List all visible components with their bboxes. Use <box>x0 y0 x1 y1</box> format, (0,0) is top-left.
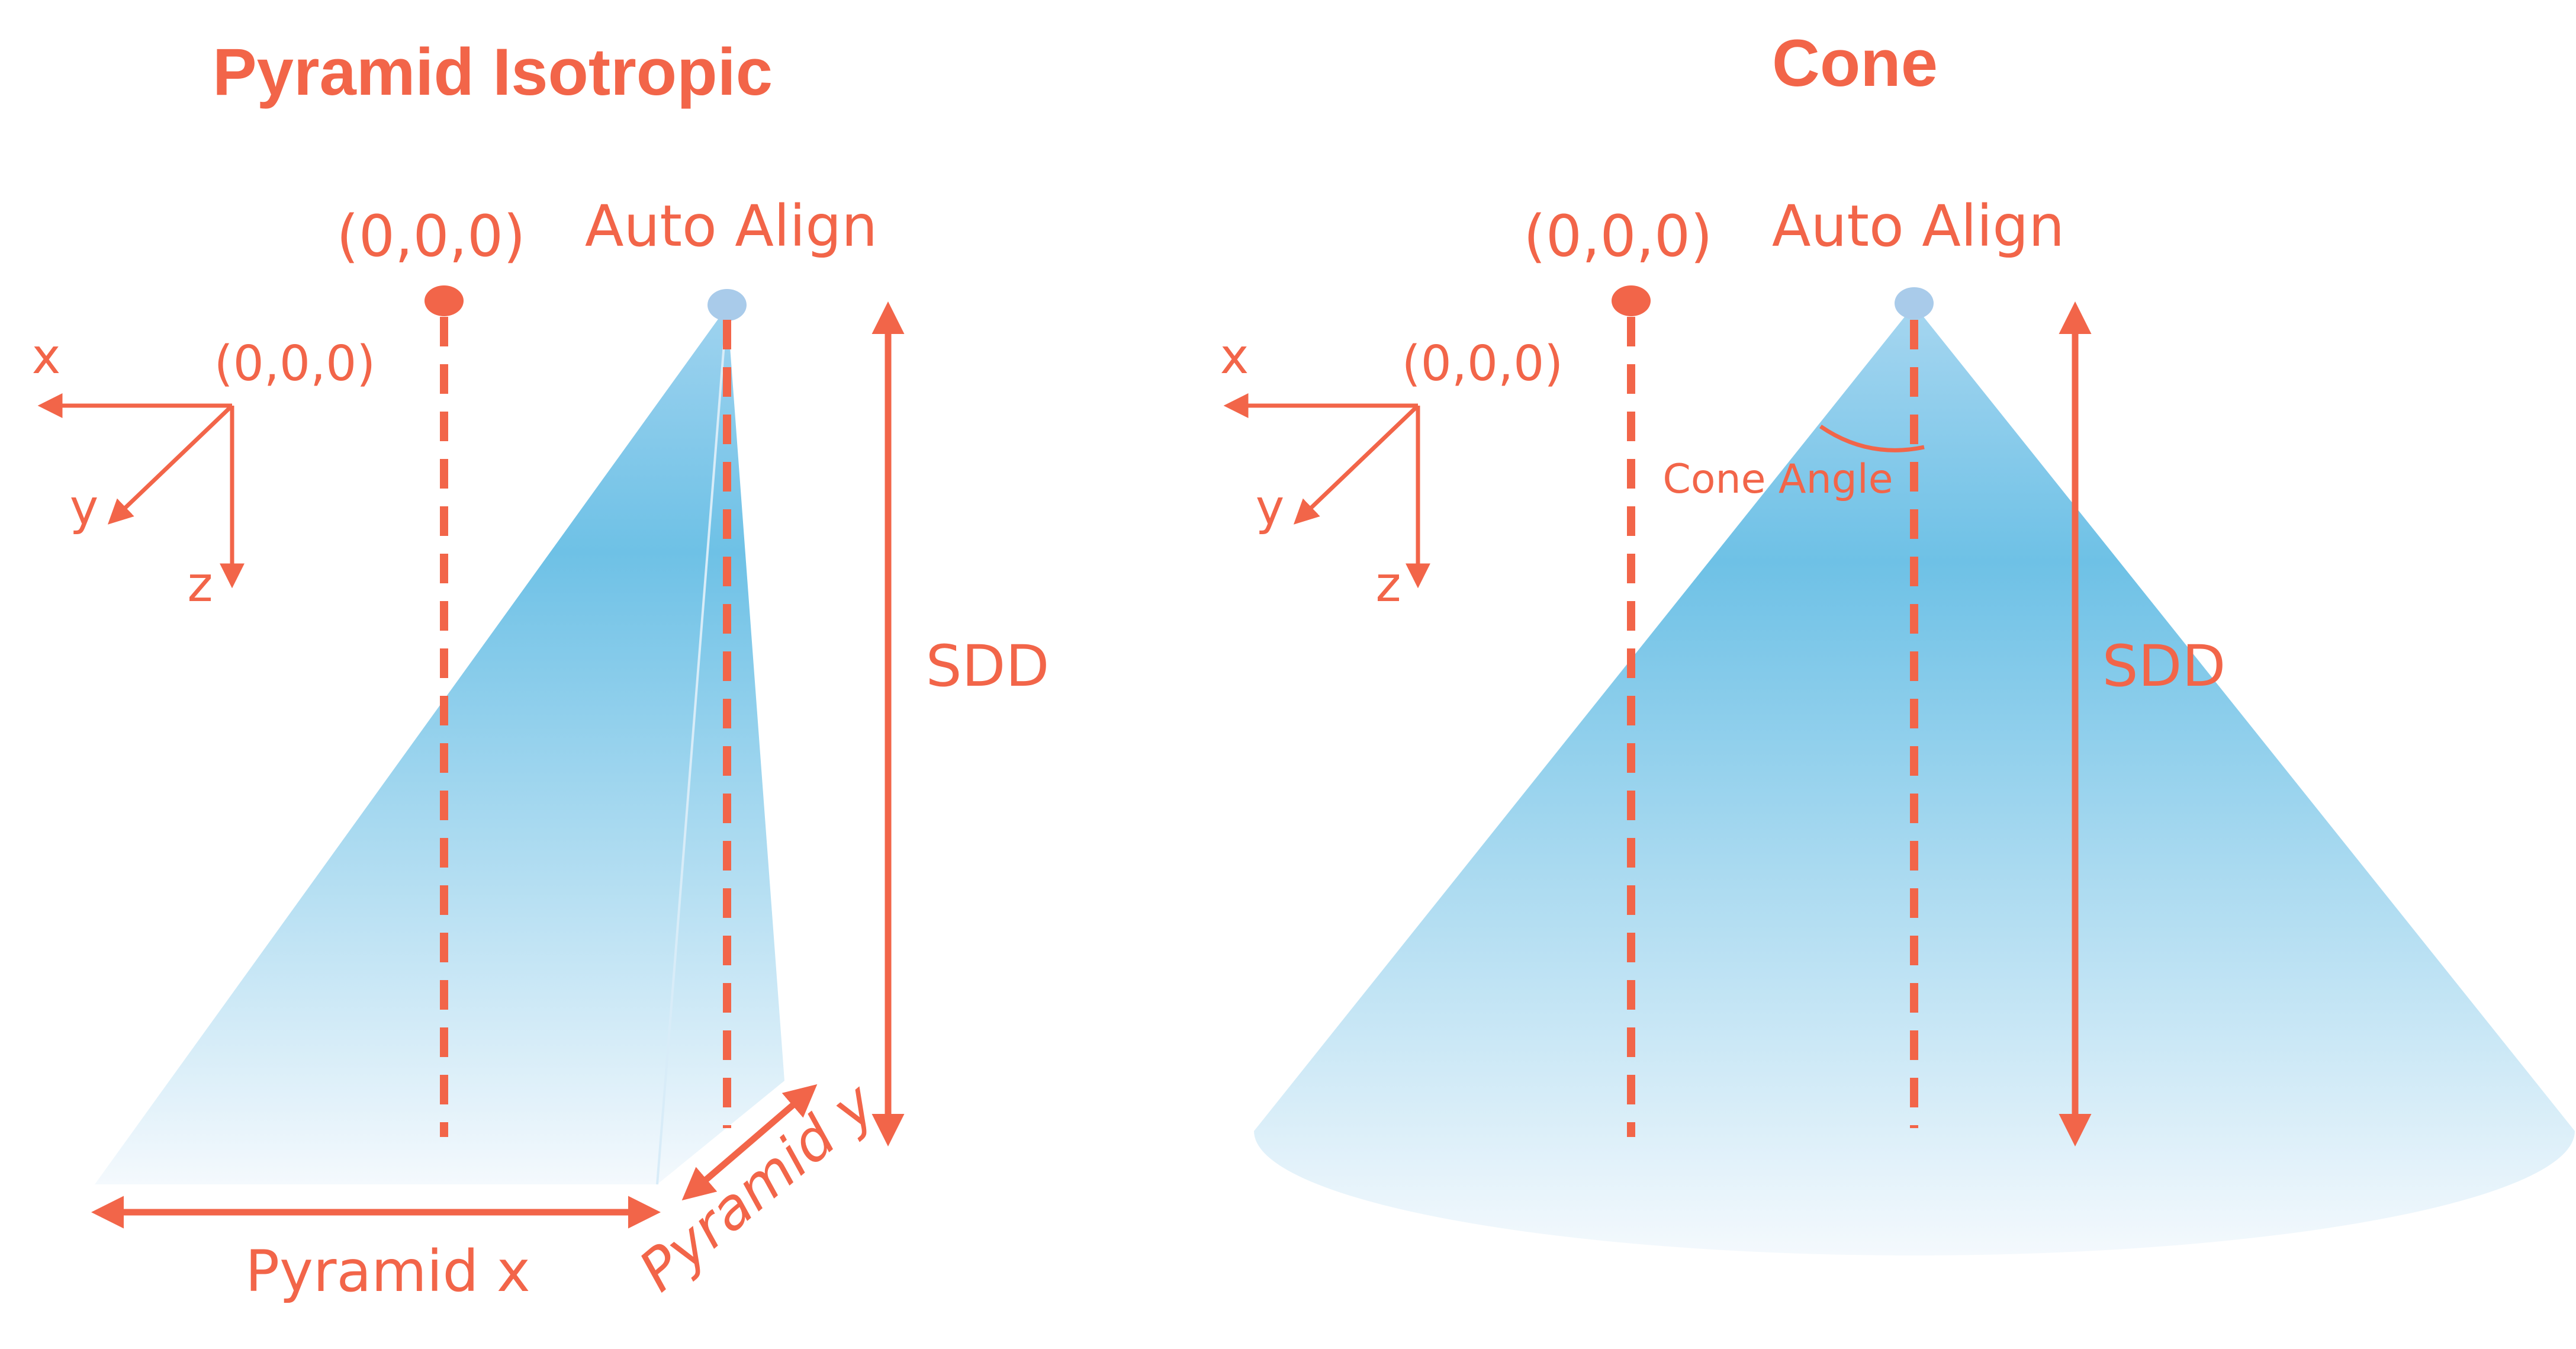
axes-gizmo: (0,0,0) x y z <box>32 329 376 613</box>
axes-gizmo: (0,0,0) x y z <box>1220 329 1564 613</box>
auto-align-label: Auto Align <box>1772 193 2064 259</box>
cone-panel: Cone (0,0,0) Auto Align Cone Angle (0,0,… <box>1220 26 2575 1256</box>
pyramid-panel: Pyramid Isotropic (0,0,0) Auto Align (0,… <box>32 35 1050 1305</box>
axes-origin-label: (0,0,0) <box>1402 336 1564 392</box>
z-axis-label: z <box>187 557 213 613</box>
y-axis-label: y <box>70 480 99 536</box>
cone-angle-label: Cone Angle <box>1662 456 1893 503</box>
x-axis-label: x <box>32 329 61 385</box>
pyramid-y-arrow <box>681 1084 818 1201</box>
cone-beam <box>1254 305 2575 1256</box>
cone-title: Cone <box>1772 26 1938 100</box>
pyramid-title: Pyramid Isotropic <box>213 35 773 109</box>
pyramid-beam <box>95 307 784 1184</box>
origin-label: (0,0,0) <box>336 203 525 269</box>
cone-angle-arc <box>1819 425 1925 452</box>
sdd-label: SDD <box>2102 633 2226 699</box>
pyramid-beam-edge <box>656 306 728 1185</box>
x-axis-label: x <box>1220 329 1249 385</box>
z-axis-label: z <box>1375 557 1401 613</box>
y-axis-label: y <box>1256 480 1285 536</box>
auto-align-source-marker <box>1895 287 1934 319</box>
origin-marker <box>1612 285 1651 316</box>
origin-marker <box>424 285 464 316</box>
origin-label: (0,0,0) <box>1523 203 1712 269</box>
axes-origin-label: (0,0,0) <box>214 336 376 392</box>
auto-align-source-marker <box>707 289 747 321</box>
auto-align-label: Auto Align <box>585 193 877 259</box>
sdd-label: SDD <box>926 633 1050 699</box>
pyramid-x-label: Pyramid x <box>245 1238 530 1305</box>
